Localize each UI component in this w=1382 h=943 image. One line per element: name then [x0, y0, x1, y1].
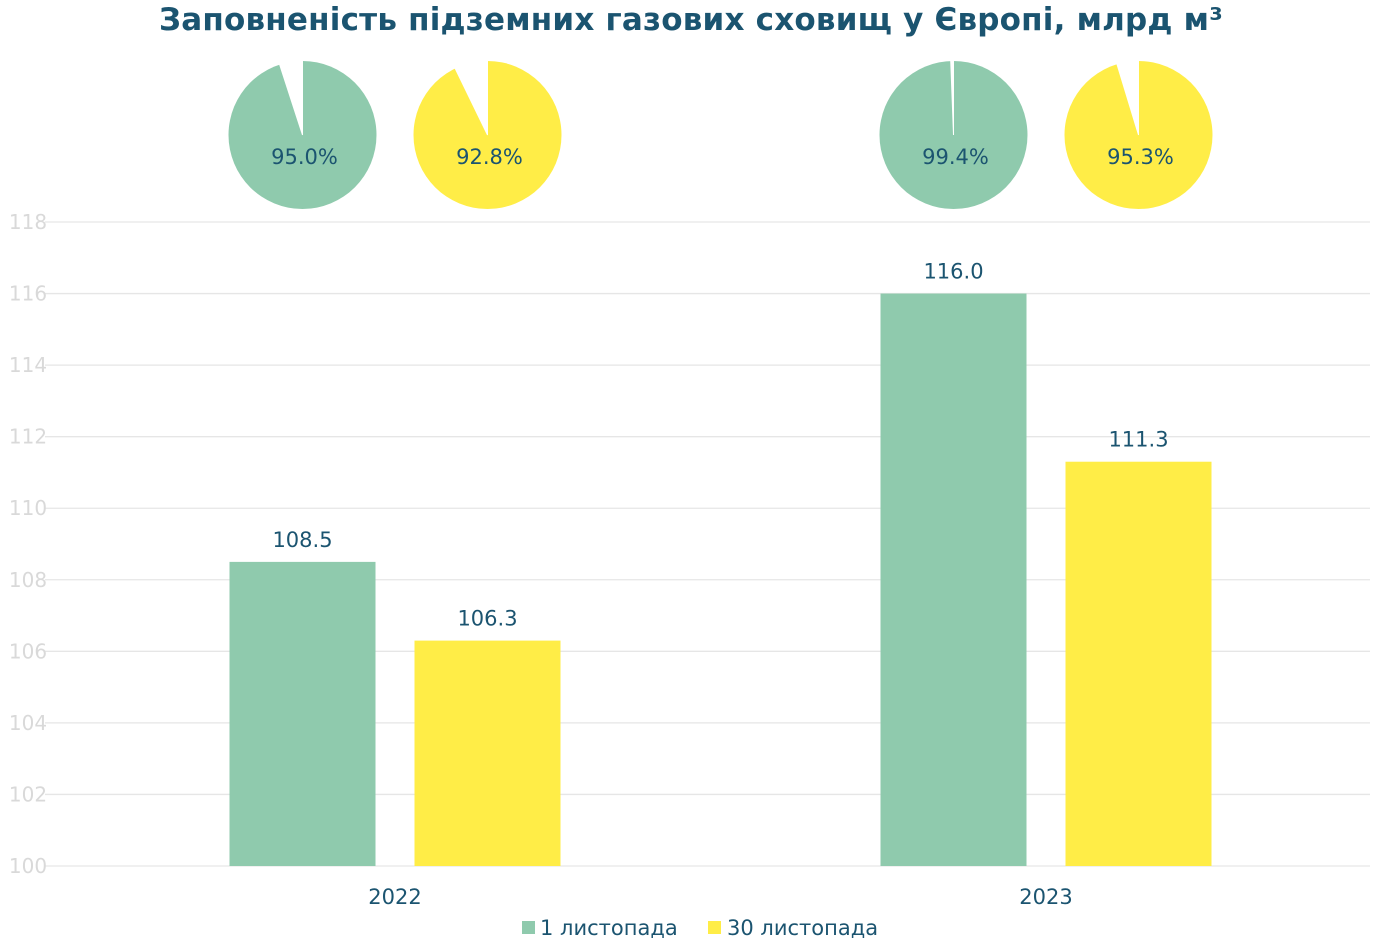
pie-percent-label: 95.0% — [271, 145, 338, 169]
pie-slice-remainder — [1116, 60, 1139, 136]
bar-value-label: 108.5 — [272, 528, 332, 552]
y-tick-label: 100 — [9, 854, 47, 878]
bar-value-label: 111.3 — [1108, 428, 1168, 452]
bars — [229, 293, 1212, 866]
pie-2023-2: 95.3% — [1064, 60, 1213, 209]
pie-percent-label: 95.3% — [1107, 145, 1174, 169]
y-tick-label: 116 — [9, 282, 47, 306]
pie-slice-remainder — [950, 60, 954, 136]
chart-title: Заповненість підземних газових сховищ у … — [159, 2, 1223, 38]
pie-2022-2: 92.8% — [413, 60, 562, 209]
y-tick-label: 106 — [9, 639, 47, 663]
bar-2022-series-1 — [229, 561, 376, 866]
legend[interactable]: 1 листопада 30 листопада — [522, 916, 878, 940]
legend-swatch — [522, 921, 535, 934]
value-labels: 108.5 106.3 116.0 111.3 — [272, 260, 1168, 631]
pie-2023-1: 99.4% — [879, 60, 1028, 209]
pie-slice-remainder — [279, 60, 303, 136]
x-axis: 2022 2023 — [368, 885, 1072, 909]
legend-item-2[interactable]: 30 листопада — [708, 916, 878, 940]
bar-2023-series-1 — [880, 293, 1027, 866]
y-tick-label: 118 — [9, 210, 47, 234]
bar-2023-series-2 — [1065, 461, 1212, 866]
legend-label: 30 листопада — [727, 916, 878, 940]
pie-2022-1: 95.0% — [228, 60, 377, 209]
y-tick-label: 110 — [9, 496, 47, 520]
y-axis: 100 102 104 106 108 110 112 114 116 118 — [9, 210, 47, 878]
legend-item-1[interactable]: 1 листопада — [522, 916, 678, 940]
bar-value-label: 116.0 — [923, 260, 983, 284]
bar-2022-series-2 — [414, 640, 561, 866]
pies: 95.0% 92.8% 99.4% 95.3% — [228, 60, 1213, 209]
pie-slice-remainder — [454, 60, 488, 136]
legend-swatch — [708, 921, 721, 934]
pie-percent-label: 99.4% — [922, 145, 989, 169]
legend-label: 1 листопада — [540, 916, 678, 940]
bar-value-label: 106.3 — [457, 607, 517, 631]
x-category-label: 2023 — [1019, 885, 1072, 909]
y-tick-label: 112 — [9, 425, 47, 449]
y-tick-label: 114 — [9, 353, 47, 377]
y-tick-label: 102 — [9, 782, 47, 806]
y-tick-label: 104 — [9, 711, 47, 735]
x-category-label: 2022 — [368, 885, 421, 909]
pie-percent-label: 92.8% — [456, 145, 523, 169]
y-tick-label: 108 — [9, 568, 47, 592]
